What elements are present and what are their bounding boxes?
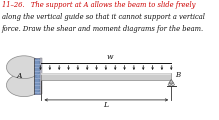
Circle shape bbox=[6, 74, 41, 97]
Bar bbox=[40, 58, 42, 94]
Text: A: A bbox=[17, 72, 22, 80]
Circle shape bbox=[168, 84, 171, 85]
Text: B: B bbox=[175, 71, 180, 79]
Polygon shape bbox=[169, 80, 174, 83]
Circle shape bbox=[6, 56, 41, 79]
Text: force. Draw the shear and moment diagrams for the beam.: force. Draw the shear and moment diagram… bbox=[2, 25, 204, 33]
Bar bbox=[41, 73, 171, 80]
Text: L: L bbox=[103, 101, 108, 109]
Text: w: w bbox=[106, 53, 113, 60]
Bar bbox=[34, 58, 40, 94]
Text: along the vertical guide so that it cannot support a vertical: along the vertical guide so that it cann… bbox=[2, 13, 205, 21]
Text: 11–26.   The support at A allows the beam to slide freely: 11–26. The support at A allows the beam … bbox=[2, 1, 195, 9]
Circle shape bbox=[171, 84, 174, 85]
Bar bbox=[41, 73, 171, 75]
